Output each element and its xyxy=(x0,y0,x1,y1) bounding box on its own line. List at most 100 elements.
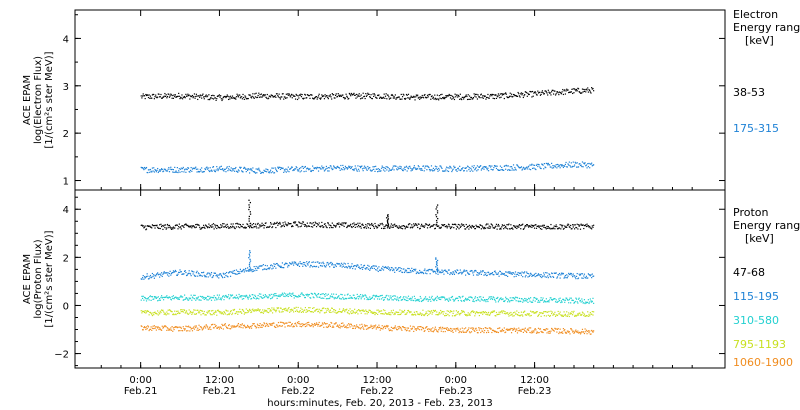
data-point xyxy=(283,292,285,294)
data-point xyxy=(482,328,484,330)
data-point xyxy=(580,164,582,166)
data-point xyxy=(479,165,481,168)
data-point xyxy=(292,169,295,171)
data-point xyxy=(216,168,219,170)
data-point xyxy=(363,167,365,169)
data-point xyxy=(552,228,554,230)
data-point xyxy=(181,309,183,311)
data-point xyxy=(425,165,427,167)
data-point xyxy=(493,270,496,273)
data-point xyxy=(176,224,178,226)
data-point xyxy=(422,314,425,316)
data-point xyxy=(226,223,228,225)
data-point xyxy=(172,97,175,99)
data-point xyxy=(197,95,199,97)
data-point xyxy=(385,224,387,226)
data-point xyxy=(296,296,298,298)
data-point xyxy=(421,314,423,317)
data-point xyxy=(560,272,563,274)
data-point xyxy=(281,262,284,264)
data-point xyxy=(356,226,358,228)
data-point xyxy=(473,225,475,228)
data-point xyxy=(279,97,281,99)
data-point xyxy=(176,312,178,315)
data-point xyxy=(354,226,356,229)
data-point xyxy=(501,272,503,274)
data-point xyxy=(189,310,192,312)
data-point xyxy=(478,296,480,298)
data-point xyxy=(229,312,231,314)
data-point xyxy=(533,273,536,275)
data-point xyxy=(166,95,169,98)
data-point xyxy=(268,95,270,97)
data-point xyxy=(428,296,431,298)
data-point xyxy=(534,327,536,330)
data-point xyxy=(508,272,511,274)
data-point xyxy=(422,97,425,99)
data-point xyxy=(572,165,574,168)
data-point xyxy=(357,168,360,170)
data-point xyxy=(462,96,464,98)
data-point xyxy=(579,314,582,316)
data-point xyxy=(262,172,264,174)
data-point xyxy=(489,227,491,229)
data-point xyxy=(501,226,503,228)
data-point xyxy=(564,274,566,277)
data-point xyxy=(477,298,479,300)
data-point xyxy=(592,226,594,228)
data-point xyxy=(401,271,403,273)
data-point xyxy=(477,169,479,171)
data-point xyxy=(376,295,378,297)
data-point xyxy=(211,276,213,279)
data-point xyxy=(441,167,443,170)
data-point xyxy=(574,276,576,278)
data-point xyxy=(564,226,566,228)
data-point xyxy=(332,94,334,96)
data-point xyxy=(277,264,279,266)
data-point xyxy=(583,332,586,335)
data-point xyxy=(313,224,315,226)
data-point xyxy=(155,329,157,331)
data-point xyxy=(508,301,511,303)
data-point xyxy=(332,168,334,170)
data-point xyxy=(563,311,565,313)
data-point xyxy=(392,226,394,228)
data-point xyxy=(355,311,357,313)
data-point xyxy=(415,96,417,98)
data-point xyxy=(430,225,433,227)
data-point xyxy=(531,224,534,227)
data-point xyxy=(472,226,475,228)
data-point xyxy=(234,296,236,298)
data-point xyxy=(242,295,244,297)
data-point xyxy=(482,313,484,315)
data-point xyxy=(522,228,524,230)
data-point xyxy=(411,314,413,316)
data-point xyxy=(570,166,572,168)
data-point xyxy=(366,325,368,327)
data-point xyxy=(217,326,219,328)
data-point xyxy=(401,271,404,274)
data-point xyxy=(336,166,338,168)
data-point xyxy=(229,294,232,296)
data-point xyxy=(478,166,480,168)
data-point xyxy=(315,323,317,325)
data-point xyxy=(547,94,549,96)
data-point xyxy=(444,314,446,317)
data-point xyxy=(352,267,354,270)
data-point xyxy=(174,171,176,173)
data-point xyxy=(333,309,335,311)
data-point xyxy=(359,98,362,100)
data-point xyxy=(565,226,567,228)
data-point xyxy=(413,96,415,98)
data-point xyxy=(164,226,166,229)
data-point xyxy=(258,267,260,269)
data-point xyxy=(500,297,502,299)
data-point xyxy=(248,294,251,296)
data-point xyxy=(211,224,213,226)
data-point xyxy=(264,264,266,267)
data-point xyxy=(551,327,553,330)
data-point xyxy=(285,168,287,170)
data-point xyxy=(208,273,211,275)
data-point xyxy=(560,224,563,226)
data-point xyxy=(586,223,588,225)
